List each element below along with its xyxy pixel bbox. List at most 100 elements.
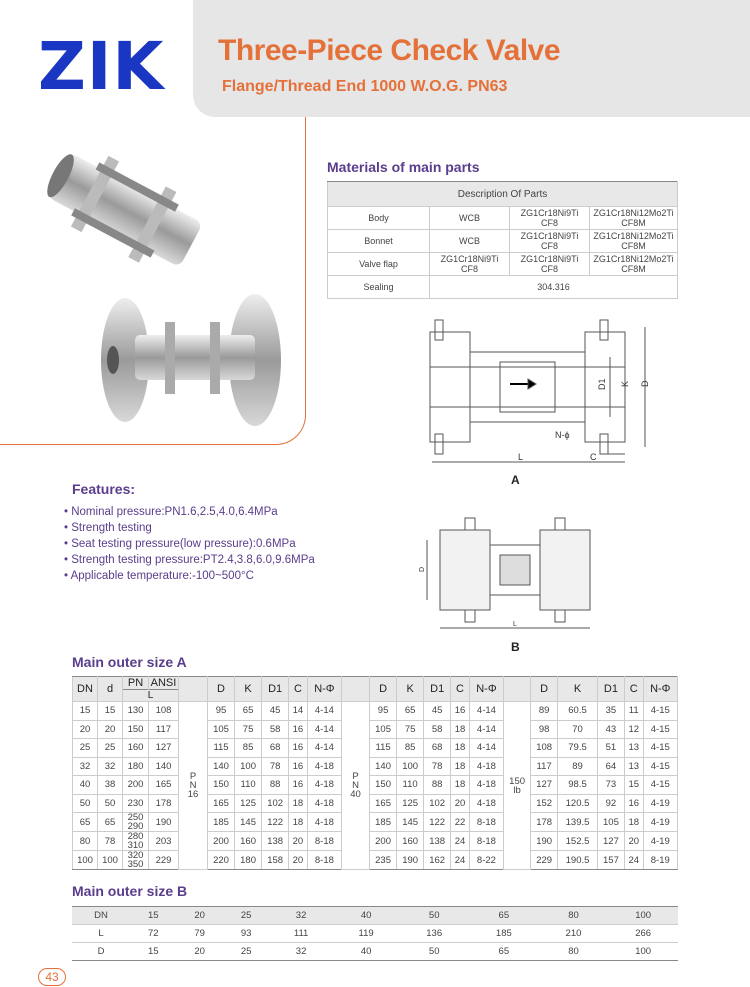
table-cell: 190: [396, 850, 425, 870]
table-cell: 25: [222, 906, 270, 925]
table-cell: 4-15: [642, 775, 679, 795]
table-cell: 13: [623, 738, 644, 758]
table-row: 100 100 320 350 229 220 180 158 20 8-18 235 190 162 2…: [72, 850, 679, 870]
table-cell: 68: [423, 738, 452, 758]
table-cell: 50: [399, 942, 470, 961]
material-cell: ZG1Cr18Ni12Mo2Ti CF8M: [589, 229, 678, 253]
table-row: 50 50 230 178 165 125 102 18 4-18 165 125 102 20 4-18…: [72, 793, 679, 813]
table-cell: 18: [450, 756, 470, 776]
table-cell: 203: [148, 831, 179, 851]
table-cell: 40: [332, 906, 400, 925]
table-cell: 64: [596, 756, 625, 776]
table-cell: 4-19: [642, 831, 679, 851]
col-header: D: [530, 676, 559, 702]
table-cell: 15: [72, 701, 98, 721]
table-cell: 125: [396, 793, 425, 813]
table-row: 40 38 200 165 150 110 88 16 4-18 150 110 88 18 4-18 12…: [72, 775, 679, 795]
table-cell: 24: [623, 850, 644, 870]
table-cell: 110: [396, 775, 425, 795]
table-cell: 95: [369, 701, 398, 721]
page-number: 43: [38, 968, 66, 986]
table-cell: 20: [176, 942, 223, 961]
table-cell: 200: [206, 831, 236, 851]
table-cell: 178: [148, 793, 179, 813]
table-cell: 12: [623, 719, 644, 739]
material-cell: ZG1Cr18Ni12Mo2Ti CF8M: [589, 252, 678, 276]
part-name: Bonnet: [327, 229, 430, 253]
table-cell: 117: [148, 719, 179, 739]
table-cell: 60.5: [557, 701, 598, 721]
table-cell: 100: [234, 756, 263, 776]
table-cell: 32: [269, 942, 333, 961]
table-cell: 145: [396, 812, 425, 832]
table-cell: 80: [538, 906, 609, 925]
table-cell: 79.5: [557, 738, 598, 758]
dim-n-phi: N-ϕ: [555, 430, 570, 440]
table-cell: 20: [288, 831, 308, 851]
table-cell: 32: [269, 906, 333, 925]
table-cell: 58: [423, 719, 452, 739]
table-row: D 15 20 25 32 40 50 65 80 100: [72, 942, 678, 961]
features-heading: Features:: [72, 481, 136, 497]
table-cell: 122: [261, 812, 290, 832]
feature-item: Applicable temperature:-100~500°C: [64, 568, 315, 584]
table-cell: 68: [261, 738, 290, 758]
table-cell: 220: [206, 850, 236, 870]
table-cell: 230: [122, 793, 149, 813]
table-cell: 8-18: [306, 850, 343, 870]
materials-table-header: Description Of Parts: [327, 181, 678, 207]
table-row: 15 15 130 108 P N 16 95 65 45 14 4-14 P N 40 95 65 45 16 4-…: [72, 701, 679, 870]
table-cell: 50: [97, 793, 123, 813]
table-cell: 102: [261, 793, 290, 813]
table-cell: 127: [596, 831, 625, 851]
table-cell: 111: [269, 924, 333, 943]
table-row: 20 20 150 117 105 75 58 16 4-14 105 75 58 18 4-14 98 70…: [72, 719, 679, 739]
table-cell: 320 350: [122, 850, 149, 870]
table-cell: 65: [396, 701, 425, 721]
size-b-table: DN 15 20 25 32 40 50 65 80 100 L 72 79 93 111 119 136 185…: [72, 906, 678, 961]
table-cell: 85: [396, 738, 425, 758]
table-cell: 117: [530, 756, 559, 776]
size-a-table: DN d PN ANSI D K D1 C N-Φ D K D1 C N-Φ D…: [72, 676, 679, 870]
table-cell: 16: [450, 701, 470, 721]
table-cell: 210: [538, 924, 609, 943]
table-cell: 70: [557, 719, 598, 739]
col-header: C: [623, 676, 644, 702]
table-cell: 4-14: [468, 738, 505, 758]
material-cell: ZG1Cr18Ni12Mo2Ti CF8M: [589, 206, 678, 230]
feature-item: Seat testing pressure(low pressure):0.6M…: [64, 536, 315, 552]
material-cell: ZG1Cr18Ni9Ti CF8: [509, 206, 590, 230]
table-cell: 127: [530, 775, 559, 795]
table-cell: 138: [423, 831, 452, 851]
table-cell: 200: [122, 775, 149, 795]
table-cell: 15: [130, 906, 177, 925]
table-cell: 136: [399, 924, 470, 943]
table-cell: 14: [288, 701, 308, 721]
table-cell: 229: [148, 850, 179, 870]
table-cell: 40: [332, 942, 400, 961]
table-cell: 152.5: [557, 831, 598, 851]
col-dn: DN: [72, 676, 98, 702]
col-d: d: [97, 676, 123, 702]
table-cell: 127: [148, 738, 179, 758]
table-cell: 140: [148, 756, 179, 776]
table-cell: 190: [530, 831, 559, 851]
table-cell: 130: [122, 701, 149, 721]
table-row: 32 32 180 140 140 100 78 16 4-18 140 100 78 18 4-18 11…: [72, 756, 679, 776]
table-cell: 22: [450, 812, 470, 832]
table-cell: 157: [596, 850, 625, 870]
table-cell: 150: [369, 775, 398, 795]
col-header: N-Φ: [642, 676, 679, 702]
table-cell: 65: [72, 812, 98, 832]
table-cell: 4-14: [306, 738, 343, 758]
table-cell: 20: [176, 906, 223, 925]
table-cell: 165: [369, 793, 398, 813]
material-cell: 304.316: [429, 275, 678, 299]
col-l: L: [122, 689, 179, 702]
table-cell: 13: [623, 756, 644, 776]
table-cell: 88: [261, 775, 290, 795]
table-row: Body WCB ZG1Cr18Ni9Ti CF8 ZG1Cr18Ni12Mo2T…: [327, 206, 678, 230]
table-cell: 280 310: [122, 831, 149, 851]
material-cell: ZG1Cr18Ni9Ti CF8: [509, 252, 590, 276]
col-header: C: [450, 676, 470, 702]
